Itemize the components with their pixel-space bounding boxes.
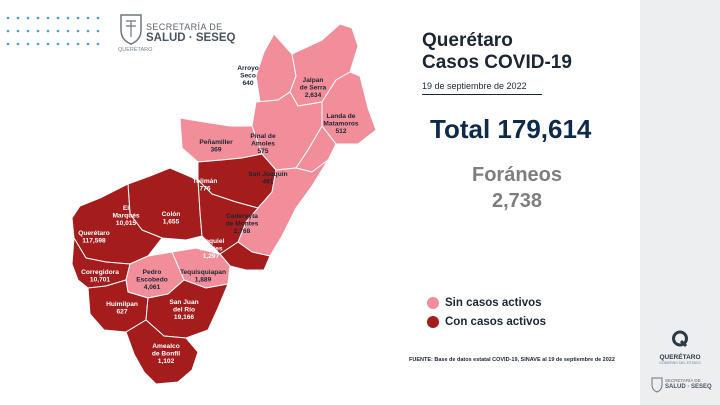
queretaro-q-icon (672, 330, 688, 348)
logo-line1: SECRETARÍA DE (146, 22, 223, 32)
label-queretaro: Querétaro 117,598 (78, 230, 110, 244)
total-cases: Total 179,614 (430, 114, 592, 144)
source-note: FUENTE: Base de datos estatal COVID-19, … (409, 357, 615, 363)
foraneos-value: 2,738 (491, 190, 543, 212)
legend-inactive-label: Sin casos activos (445, 297, 542, 309)
label-toliman: Tolimán 776 (193, 178, 218, 192)
label-corregidora: Corregidora 10,701 (81, 269, 119, 283)
dot-pattern (6, 16, 100, 46)
title-state: Querétaro (422, 30, 513, 51)
queretaro-logo-sub: GOBIERNO DEL ESTADO (659, 361, 701, 365)
label-tequisquiapan: Tequisquiapan 1,889 (180, 269, 226, 283)
title-subject: Casos COVID-19 (422, 52, 572, 73)
crest-icon (120, 14, 142, 45)
foraneos-label: Foráneos (471, 164, 563, 186)
label-amealco: Amealco de Bonfil 1,102 (152, 343, 180, 365)
legend-active: Con casos activos (427, 316, 546, 328)
label-pedro-escobedo: Pedro Escobedo 4,061 (136, 269, 168, 291)
seseq-footer-line2: SALUD · SESEQ (665, 384, 712, 390)
region-amealco (125, 319, 199, 385)
queretaro-logo-name: QUERÉTARO (659, 354, 701, 361)
label-huimilpan: Huimilpan 627 (106, 301, 138, 315)
queretaro-logo: QUERÉTARO GOBIERNO DEL ESTADO (650, 330, 710, 365)
logo-line2: SALUD · SESEQ (146, 32, 236, 44)
label-arroyo-seco: Arroyo Seco 640 (237, 65, 259, 87)
legend-inactive-swatch (427, 297, 439, 309)
label-landa-de-matamoros: Landa de Matamoros 512 (323, 113, 359, 135)
label-colon: Colón 1,655 (162, 211, 181, 225)
label-penamiller: Peñamiller 369 (199, 139, 233, 153)
label-jalpan-de-serra: Jalpan de Serra 2,634 (300, 77, 327, 99)
legend-active-label: Con casos activos (445, 316, 546, 328)
legend-inactive: Sin casos activos (427, 297, 542, 309)
date-underline (422, 94, 542, 95)
label-ezequiel-montes: Ezequiel Montes 1,297 (198, 238, 225, 260)
label-pinal-de-amoles: Pinal de Amoles 575 (250, 133, 276, 155)
label-cadereyta: Cadereyta de Montes 2,768 (226, 213, 259, 235)
label-el-marques: El Marqués 10,015 (112, 205, 139, 227)
right-sidebar (640, 0, 720, 405)
logo-line3: QUERÉTARO (118, 47, 153, 53)
seseq-logo: SECRETARÍA DE SALUD · SESEQ QUERÉTARO (118, 12, 248, 56)
page-title: Querétaro Casos COVID-19 (422, 30, 572, 74)
queretaro-map: Arroyo Seco 640 Jalpan de Serra 2,634 Landa … (71, 23, 377, 385)
region-colon (197, 179, 259, 255)
legend-active-swatch (427, 316, 439, 328)
label-san-juan-del-rio: San Juan del Río 19,166 (169, 299, 198, 321)
label-san-joaquin: San Joaquín 491 (248, 171, 287, 185)
crest-small-icon (651, 377, 663, 393)
report-date: 19 de septiembre de 2022 (422, 81, 527, 91)
seseq-footer-line1: SECRETARÍA DE (665, 378, 701, 383)
seseq-footer-logo: SECRETARÍA DE SALUD · SESEQ (651, 375, 719, 399)
region-ezequiel-montes (219, 241, 271, 271)
